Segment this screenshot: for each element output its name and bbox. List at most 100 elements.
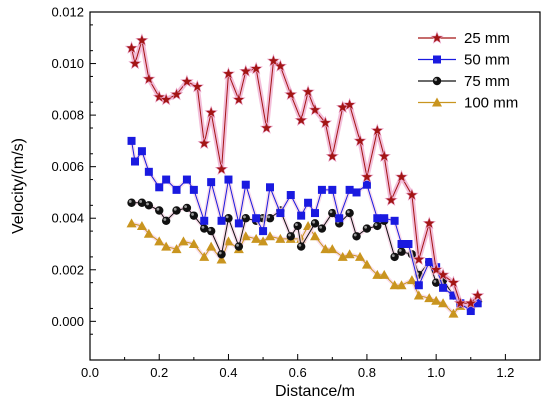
data-point [394, 169, 409, 183]
data-point [128, 56, 142, 70]
data-point-highlight [128, 200, 132, 203]
y-tick-label: 0.006 [51, 159, 84, 174]
x-tick-label: 0.2 [150, 365, 168, 380]
legend-marker [432, 97, 442, 107]
data-point [414, 281, 423, 290]
series-line-glow [129, 140, 480, 314]
data-point [294, 113, 308, 126]
data-point [361, 259, 372, 269]
data-point-highlight [184, 205, 188, 209]
data-point [429, 262, 443, 276]
data-point [266, 53, 281, 67]
y-axis-ticks: 0.000 0.002 0.004 0.006 0.008 0.010 0.012 [51, 5, 96, 361]
data-point [446, 275, 461, 289]
data-point [258, 236, 269, 246]
data-point [370, 123, 385, 137]
data-point-highlight [243, 215, 246, 219]
x-tick-label: 1.0 [427, 365, 445, 380]
data-point [224, 175, 233, 184]
data-point [286, 191, 295, 200]
data-point [214, 162, 229, 175]
data-point [310, 219, 320, 228]
data-point [127, 136, 136, 145]
data-point [252, 214, 261, 223]
legend: 25 mm 50 mm 75 mm 100 mm [418, 30, 518, 112]
data-point-highlight [329, 210, 333, 214]
data-point [172, 185, 181, 194]
data-point [390, 252, 399, 262]
legend-marker [430, 30, 444, 44]
data-point [320, 244, 331, 254]
data-point [406, 275, 417, 285]
data-point-highlight [298, 243, 302, 247]
data-point [144, 167, 153, 176]
data-point [234, 219, 243, 228]
y-tick-label: 0.010 [51, 56, 84, 71]
data-point [169, 87, 184, 101]
data-point [131, 157, 139, 166]
data-point [251, 233, 262, 243]
data-point [425, 258, 434, 267]
data-point [344, 249, 355, 259]
data-point [352, 188, 361, 197]
data-point [265, 231, 275, 241]
data-point [424, 293, 435, 303]
data-point [362, 224, 372, 233]
data-point-highlight [173, 207, 177, 211]
data-point [396, 280, 407, 290]
data-point [317, 224, 327, 233]
data-point [377, 149, 391, 163]
data-point [249, 61, 263, 75]
data-point-highlight [312, 220, 316, 224]
data-point [197, 136, 211, 150]
data-point-highlight [139, 200, 143, 203]
data-point-highlight [391, 254, 395, 257]
data-point [161, 216, 171, 225]
series-layer [124, 33, 485, 318]
data-point [405, 187, 419, 201]
data-point [143, 228, 154, 238]
data-point [171, 244, 182, 254]
data-point-highlight [433, 279, 437, 283]
data-point [284, 87, 298, 101]
data-point [345, 208, 354, 218]
data-point [337, 251, 348, 261]
legend-label: 50 mm [464, 52, 510, 69]
data-point-highlight [225, 215, 229, 219]
data-point [276, 209, 285, 218]
x-tick-label: 0.0 [81, 365, 99, 380]
data-point [189, 185, 198, 194]
data-point [200, 216, 209, 225]
data-point [293, 221, 302, 231]
data-point [470, 288, 485, 302]
data-point [161, 241, 172, 251]
data-point [223, 236, 234, 246]
data-point [286, 232, 295, 241]
data-point [126, 218, 137, 228]
data-point [162, 175, 171, 184]
data-point-highlight [374, 223, 378, 227]
data-point [296, 242, 306, 251]
data-point [232, 92, 246, 106]
data-point [266, 183, 274, 192]
data-point [137, 147, 146, 156]
data-point [335, 214, 344, 223]
data-point [404, 240, 413, 248]
data-point [431, 295, 442, 305]
plot-frame [89, 11, 541, 361]
data-point [372, 269, 383, 279]
legend-item-50-mm: 50 mm [418, 52, 510, 69]
data-point [297, 211, 306, 220]
data-point [325, 149, 340, 163]
data-point [422, 216, 436, 230]
data-point [353, 133, 367, 147]
data-point [380, 214, 389, 223]
data-point [189, 211, 199, 220]
y-tick-label: 0.002 [51, 262, 84, 277]
data-point-highlight [201, 225, 205, 229]
data-point [397, 240, 406, 248]
data-point [345, 185, 354, 194]
y-tick-label: 0.000 [51, 314, 84, 329]
legend-item-100-mm: 100 mm [418, 95, 518, 112]
legend-label: 100 mm [464, 95, 518, 112]
